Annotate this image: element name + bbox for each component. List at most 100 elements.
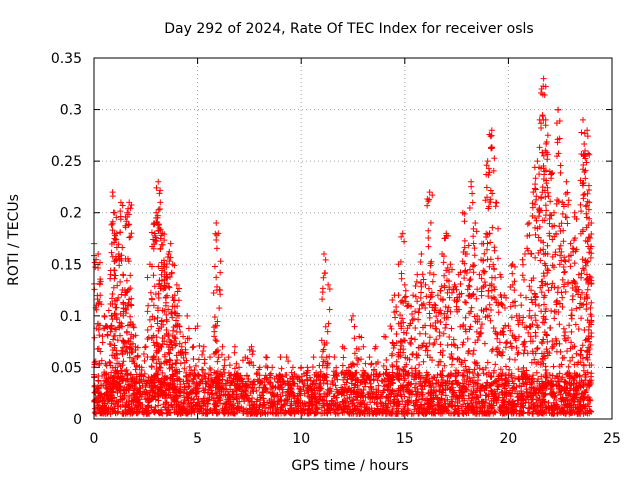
data-point [250, 381, 257, 388]
data-point [425, 235, 432, 242]
data-point [247, 390, 254, 397]
data-point [520, 314, 527, 321]
data-point [470, 351, 477, 358]
data-point [216, 305, 223, 312]
data-point [472, 399, 479, 406]
data-point [95, 321, 102, 328]
y-axis-label: ROTI / TECUs [6, 194, 22, 286]
data-point [581, 168, 588, 175]
data-point [249, 379, 256, 386]
data-point [190, 380, 197, 387]
data-point [553, 401, 560, 408]
data-point [148, 295, 155, 302]
data-point [491, 407, 498, 414]
data-point [521, 338, 528, 345]
data-point [558, 257, 565, 264]
data-point [173, 359, 180, 366]
data-point [273, 409, 280, 416]
data-point [105, 408, 112, 415]
data-point [119, 402, 126, 409]
data-point [159, 369, 166, 376]
data-point [398, 275, 405, 282]
data-point [260, 395, 267, 402]
data-point [152, 396, 159, 403]
data-point [262, 405, 269, 412]
data-point [321, 407, 328, 414]
data-point [253, 406, 260, 413]
data-point [438, 283, 445, 290]
data-point [225, 354, 232, 361]
data-point [103, 391, 110, 398]
data-point [538, 289, 545, 296]
data-point [101, 369, 108, 376]
data-point [373, 409, 380, 416]
data-point [349, 406, 356, 413]
data-point [398, 270, 405, 277]
data-point [442, 324, 449, 331]
data-point [148, 229, 155, 236]
data-point [165, 406, 172, 413]
data-point [341, 381, 348, 388]
data-point [113, 398, 120, 405]
data-point [441, 272, 448, 279]
data-point [448, 410, 455, 417]
data-point [493, 199, 500, 206]
data-point [338, 384, 345, 391]
data-point [250, 348, 257, 355]
data-point [503, 403, 510, 410]
data-point [130, 397, 137, 404]
data-point [104, 331, 111, 338]
data-point [427, 390, 434, 397]
data-point [536, 302, 543, 309]
data-point [155, 290, 162, 297]
data-point [538, 373, 545, 380]
data-point [445, 380, 452, 387]
data-point [559, 210, 566, 217]
data-point [141, 357, 148, 364]
data-point [489, 224, 496, 231]
data-point [540, 75, 547, 82]
data-point [211, 333, 218, 340]
data-point [440, 408, 447, 415]
data-point [163, 318, 170, 325]
data-point [415, 309, 422, 316]
data-point [337, 406, 344, 413]
data-point [166, 365, 173, 372]
data-point [160, 401, 167, 408]
data-point [429, 278, 436, 285]
data-point [94, 388, 101, 395]
data-point [127, 272, 134, 279]
data-point [457, 280, 464, 287]
data-point [320, 250, 327, 257]
data-point [548, 171, 555, 178]
data-point [282, 392, 289, 399]
data-point [215, 409, 222, 416]
data-point [583, 210, 590, 217]
data-point [473, 405, 480, 412]
y-tick-label: 0.3 [60, 103, 82, 119]
data-point [309, 398, 316, 405]
data-point [268, 396, 275, 403]
data-point [443, 321, 450, 328]
data-point [491, 247, 498, 254]
data-point [437, 287, 444, 294]
data-point [394, 400, 401, 407]
data-point [412, 283, 419, 290]
data-point [232, 410, 239, 417]
data-point [145, 399, 152, 406]
data-point [162, 404, 169, 411]
data-point [583, 306, 590, 313]
data-point [577, 201, 584, 208]
data-point [548, 391, 555, 398]
data-point [448, 393, 455, 400]
data-point [95, 385, 102, 392]
data-point [272, 401, 279, 408]
data-point [530, 403, 537, 410]
data-point [225, 409, 232, 416]
data-point [353, 369, 360, 376]
data-point [389, 410, 396, 417]
data-point [467, 400, 474, 407]
data-point [435, 362, 442, 369]
data-point [465, 381, 472, 388]
